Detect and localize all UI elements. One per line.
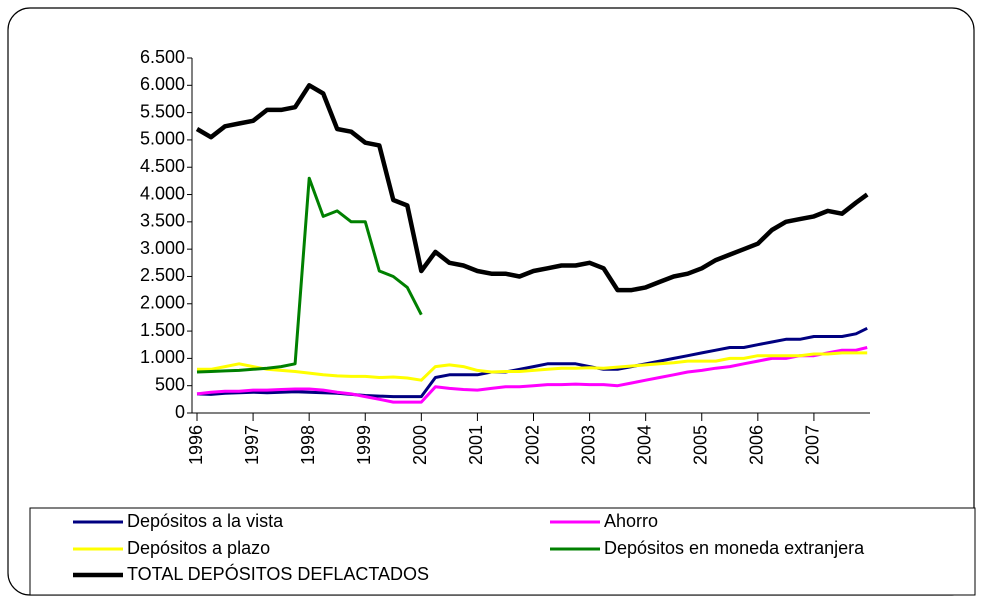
x-tick-label: 1999 [354,425,374,465]
series-line [196,346,868,404]
x-tick-label: 1998 [298,425,318,465]
legend-label: TOTAL DEPÓSITOS DEFLACTADOS [127,563,429,584]
series-line [197,351,868,382]
y-tick-label: 1.000 [140,347,185,367]
legend-label: Ahorro [604,511,658,531]
y-tick-label: 3.000 [140,238,185,258]
y-tick-label: 0 [175,402,185,422]
x-tick-label: 2003 [578,425,598,465]
series-line [196,176,423,374]
series-line [196,326,868,399]
x-tick-label: 2004 [634,425,654,465]
x-tick-label: 2006 [747,425,767,465]
legend-box [29,507,976,596]
y-tick-label: 5.000 [140,129,185,149]
x-tick-label: 2001 [466,425,486,465]
y-tick-label: 2.500 [140,265,185,285]
y-tick-label: 4.000 [140,183,185,203]
x-tick-label: 2005 [691,425,711,465]
y-tick-label: 6.000 [140,74,185,94]
y-tick-label: 5.500 [140,101,185,121]
x-tick-label: 2000 [410,425,430,465]
x-tick-label: 1996 [186,425,206,465]
legend-label: Depósitos en moneda extranjera [604,538,865,558]
y-tick-label: 500 [155,374,185,394]
x-tick-label: 1997 [242,425,262,465]
y-tick-label: 1.500 [140,320,185,340]
legend-label: Depósitos a plazo [127,538,270,558]
y-tick-label: 2.000 [140,293,185,313]
x-tick-label: 2007 [803,425,823,465]
series-line [195,83,869,293]
y-tick-label: 4.500 [140,156,185,176]
y-tick-label: 3.500 [140,211,185,231]
y-tick-label: 6.500 [140,47,185,67]
legend-label: Depósitos a la vista [127,511,284,531]
x-tick-label: 2002 [522,425,542,465]
